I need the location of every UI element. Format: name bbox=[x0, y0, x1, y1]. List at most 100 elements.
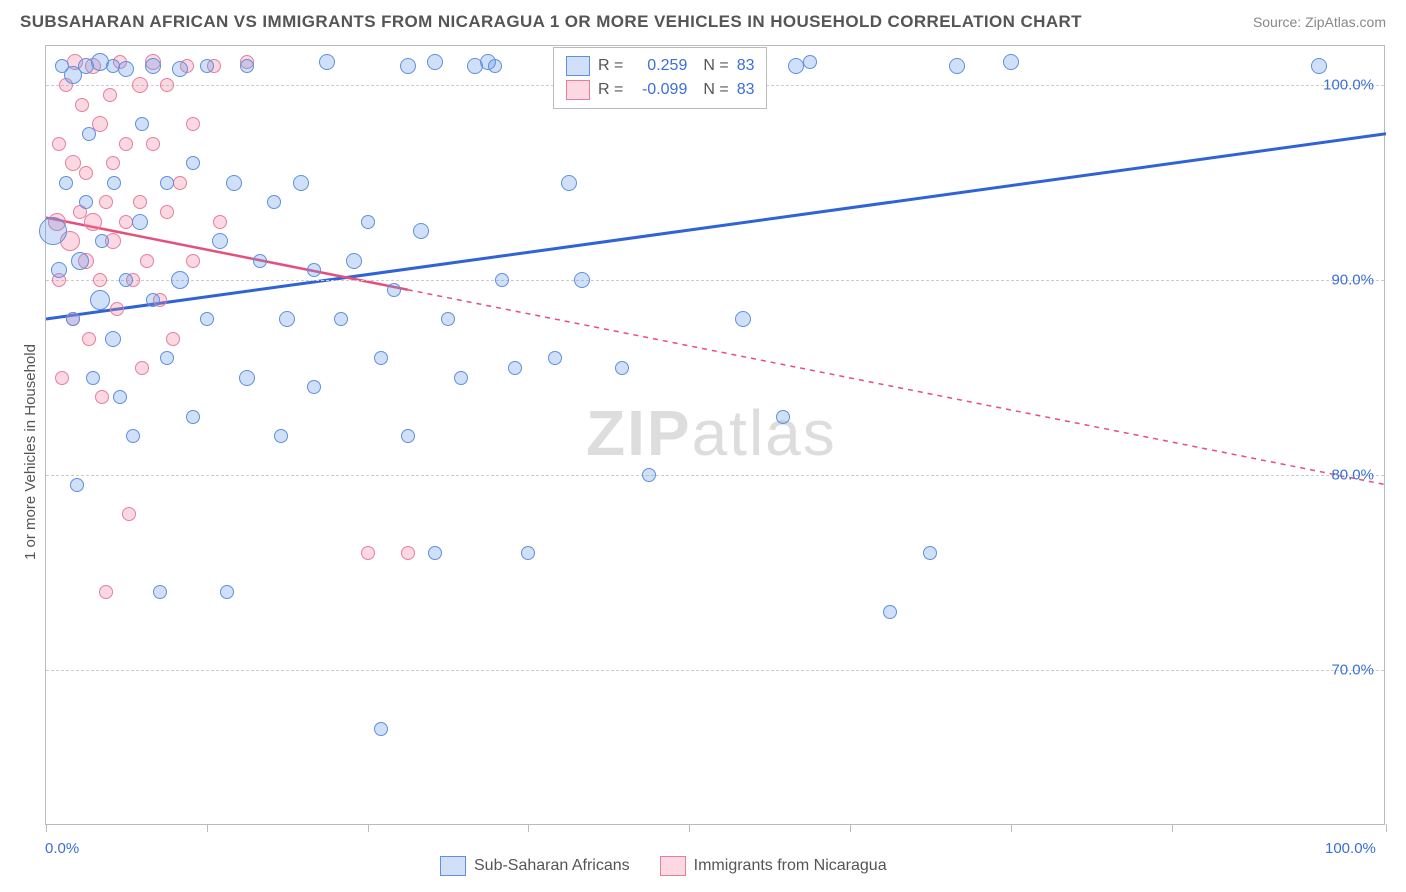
scatter-point bbox=[95, 390, 109, 404]
scatter-point bbox=[71, 252, 89, 270]
scatter-point bbox=[132, 77, 148, 93]
scatter-point bbox=[105, 331, 121, 347]
scatter-point bbox=[220, 585, 234, 599]
scatter-point bbox=[346, 253, 362, 269]
scatter-point bbox=[279, 311, 295, 327]
scatter-point bbox=[99, 195, 113, 209]
watermark: ZIPatlas bbox=[586, 396, 837, 470]
scatter-point bbox=[949, 58, 965, 74]
scatter-point bbox=[200, 312, 214, 326]
scatter-point bbox=[274, 429, 288, 443]
scatter-point bbox=[307, 263, 321, 277]
correlation-legend: R = 0.259 N = 83 R = -0.099 N = 83 bbox=[553, 47, 767, 109]
gridline-h bbox=[46, 475, 1384, 476]
scatter-point bbox=[212, 233, 228, 249]
legend-label-blue: Sub-Saharan Africans bbox=[474, 857, 630, 874]
scatter-point bbox=[66, 312, 80, 326]
scatter-point bbox=[146, 137, 160, 151]
scatter-point bbox=[293, 175, 309, 191]
scatter-point bbox=[413, 223, 429, 239]
scatter-point bbox=[186, 156, 200, 170]
scatter-point bbox=[400, 58, 416, 74]
legend-swatch-pink bbox=[660, 856, 686, 876]
scatter-point bbox=[200, 59, 214, 73]
scatter-point bbox=[113, 390, 127, 404]
scatter-point bbox=[521, 546, 535, 560]
scatter-point bbox=[145, 58, 161, 74]
scatter-point bbox=[133, 195, 147, 209]
scatter-point bbox=[334, 312, 348, 326]
scatter-point bbox=[118, 61, 134, 77]
y-tick-label: 80.0% bbox=[1331, 467, 1374, 484]
scatter-point bbox=[173, 176, 187, 190]
scatter-point bbox=[361, 215, 375, 229]
r-value-pink: -0.099 bbox=[631, 78, 687, 102]
series-legend: Sub-Saharan Africans Immigrants from Nic… bbox=[440, 856, 887, 876]
x-tick bbox=[850, 824, 851, 832]
scatter-point bbox=[441, 312, 455, 326]
scatter-point bbox=[267, 195, 281, 209]
x-min-label: 0.0% bbox=[45, 840, 79, 857]
scatter-point bbox=[374, 722, 388, 736]
watermark-bold: ZIP bbox=[586, 397, 692, 469]
x-max-label: 100.0% bbox=[1325, 840, 1376, 857]
scatter-point bbox=[642, 468, 656, 482]
legend-swatch-blue bbox=[440, 856, 466, 876]
scatter-point bbox=[51, 262, 67, 278]
x-tick bbox=[1172, 824, 1173, 832]
legend-swatch-pink bbox=[566, 80, 590, 100]
legend-item-blue: Sub-Saharan Africans bbox=[440, 856, 630, 876]
scatter-point bbox=[561, 175, 577, 191]
source-label: Source: ZipAtlas.com bbox=[1253, 14, 1386, 30]
scatter-point bbox=[361, 546, 375, 560]
scatter-point bbox=[171, 271, 189, 289]
n-value-pink: 83 bbox=[737, 78, 755, 102]
scatter-point bbox=[95, 234, 109, 248]
scatter-point bbox=[39, 217, 67, 245]
scatter-point bbox=[132, 214, 148, 230]
chart-title: SUBSAHARAN AFRICAN VS IMMIGRANTS FROM NI… bbox=[20, 12, 1082, 32]
scatter-point bbox=[93, 273, 107, 287]
scatter-point bbox=[427, 54, 443, 70]
scatter-point bbox=[454, 371, 468, 385]
scatter-point bbox=[239, 370, 255, 386]
scatter-point bbox=[79, 195, 93, 209]
n-label-pink: N = bbox=[703, 78, 728, 102]
scatter-point bbox=[122, 507, 136, 521]
scatter-point bbox=[110, 302, 124, 316]
scatter-point bbox=[160, 351, 174, 365]
scatter-point bbox=[166, 332, 180, 346]
scatter-point bbox=[160, 176, 174, 190]
scatter-point bbox=[1311, 58, 1327, 74]
x-tick bbox=[528, 824, 529, 832]
scatter-point bbox=[615, 361, 629, 375]
scatter-point bbox=[135, 361, 149, 375]
title-bar: SUBSAHARAN AFRICAN VS IMMIGRANTS FROM NI… bbox=[20, 12, 1386, 32]
scatter-point bbox=[75, 98, 89, 112]
legend-row-pink: R = -0.099 N = 83 bbox=[566, 78, 754, 102]
scatter-point bbox=[126, 429, 140, 443]
scatter-point bbox=[186, 410, 200, 424]
watermark-light: atlas bbox=[692, 397, 837, 469]
scatter-point bbox=[253, 254, 267, 268]
x-tick bbox=[1011, 824, 1012, 832]
y-tick-label: 100.0% bbox=[1323, 77, 1374, 94]
scatter-point bbox=[59, 176, 73, 190]
x-tick bbox=[1386, 824, 1387, 832]
y-tick-label: 70.0% bbox=[1331, 662, 1374, 679]
scatter-point bbox=[135, 117, 149, 131]
scatter-point bbox=[387, 283, 401, 297]
scatter-point bbox=[401, 546, 415, 560]
scatter-point bbox=[153, 585, 167, 599]
scatter-point bbox=[374, 351, 388, 365]
scatter-point bbox=[307, 380, 321, 394]
r-label-blue: R = bbox=[598, 54, 623, 78]
scatter-point bbox=[103, 88, 117, 102]
scatter-point bbox=[99, 585, 113, 599]
legend-swatch-blue bbox=[566, 56, 590, 76]
y-tick-label: 90.0% bbox=[1331, 272, 1374, 289]
x-tick bbox=[207, 824, 208, 832]
scatter-point bbox=[186, 117, 200, 131]
scatter-point bbox=[319, 54, 335, 70]
n-label-blue: N = bbox=[703, 54, 728, 78]
